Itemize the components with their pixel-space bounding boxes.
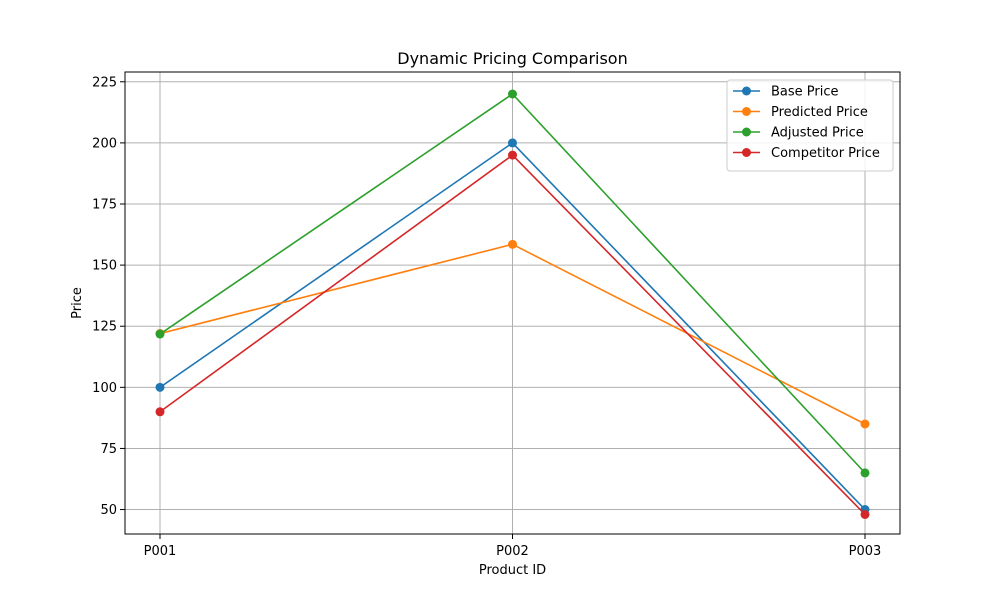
y-tick-label: 125	[92, 320, 117, 335]
legend-swatch-marker	[742, 148, 751, 157]
data-point	[860, 468, 870, 478]
legend-swatch-marker	[742, 127, 751, 137]
data-point	[860, 419, 870, 429]
y-tick-label: 175	[92, 198, 117, 213]
legend-box	[726, 79, 894, 172]
y-tick-label: 75	[100, 442, 117, 457]
x-tick-label: P003	[849, 544, 882, 559]
y-tick-label: 225	[92, 75, 117, 90]
y-tick-label: 50	[100, 503, 117, 518]
data-point	[860, 509, 870, 519]
legend-label: Competitor Price	[771, 146, 880, 161]
data-point	[508, 138, 517, 148]
x-tick-label: P002	[496, 544, 529, 559]
legend: Base Price Predicted Price Adjusted Price C…	[726, 79, 894, 172]
data-point	[508, 89, 517, 99]
data-point	[508, 239, 517, 249]
data-point	[155, 407, 165, 417]
series-lines	[155, 89, 870, 519]
legend-swatch-marker	[742, 107, 751, 116]
legend-label: Adjusted Price	[771, 126, 864, 141]
x-axis-label: Product ID	[479, 563, 546, 578]
data-point	[155, 329, 165, 339]
axis-ticks: P001 P002 P003 50 75 100 125 150 175 200 225	[92, 75, 881, 559]
legend-swatch-marker	[742, 86, 751, 96]
chart-title: Dynamic Pricing Comparison	[397, 49, 627, 68]
data-point	[155, 382, 165, 392]
y-tick-label: 100	[92, 381, 117, 396]
data-point	[508, 150, 517, 160]
y-axis-label: Price	[70, 287, 85, 319]
x-tick-label: P001	[144, 544, 177, 559]
legend-label: Base Price	[771, 85, 839, 100]
y-tick-label: 150	[92, 259, 117, 274]
legend-label: Predicted Price	[771, 105, 868, 120]
y-tick-label: 200	[92, 136, 117, 151]
